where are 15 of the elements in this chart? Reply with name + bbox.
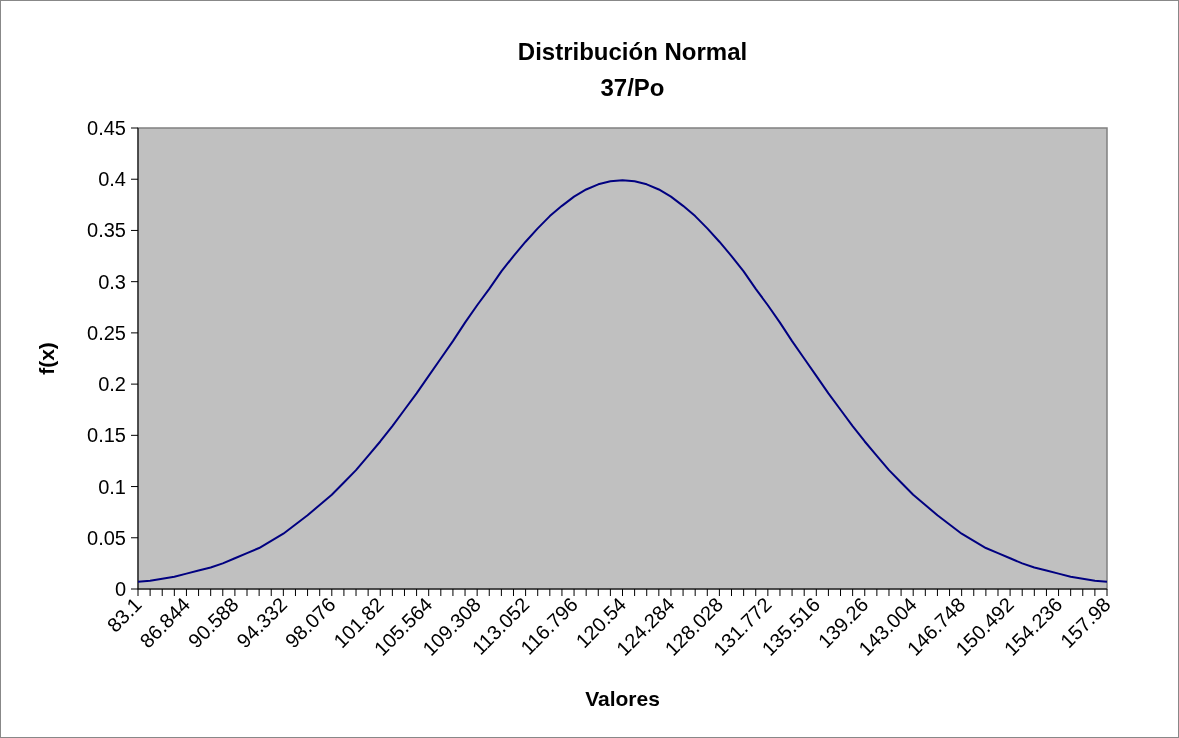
line-series xyxy=(137,179,1108,583)
y-tick-label: 0 xyxy=(114,578,126,600)
y-tick-label: 0.35 xyxy=(87,219,126,242)
y-tick-label: 0.3 xyxy=(98,270,126,293)
y-tick-label: 0.2 xyxy=(98,373,126,396)
x-axis-title: Valores xyxy=(585,687,660,710)
y-tick-label: 0.4 xyxy=(98,168,126,191)
y-tick-label: 0.05 xyxy=(87,526,126,549)
chart-title: Distribución Normal xyxy=(517,38,748,65)
y-tick-label: 0.25 xyxy=(87,321,126,344)
y-tick-label: 0.1 xyxy=(98,475,126,498)
y-axis-title: f(x) xyxy=(35,342,58,375)
y-tick-label: 0.45 xyxy=(87,117,126,139)
chart-subtitle: 37/Po xyxy=(600,74,665,101)
y-tick-label: 0.15 xyxy=(87,424,126,447)
